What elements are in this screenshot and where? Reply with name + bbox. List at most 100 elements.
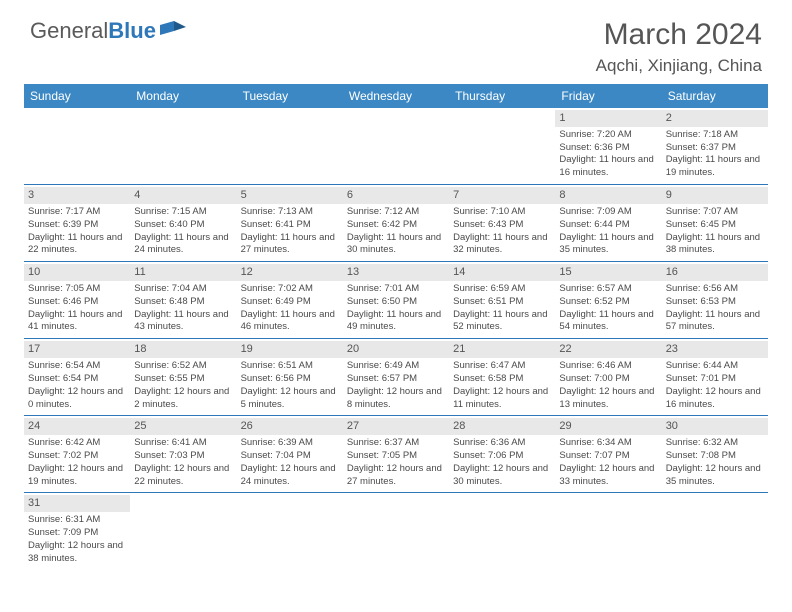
daylight-text: Daylight: 11 hours and 24 minutes. — [134, 232, 232, 258]
day-number: 28 — [449, 418, 555, 435]
daylight-text: Daylight: 12 hours and 24 minutes. — [241, 463, 339, 489]
daylight-text: Daylight: 12 hours and 13 minutes. — [559, 386, 657, 412]
daylight-text: Daylight: 12 hours and 38 minutes. — [28, 540, 126, 566]
daylight-text: Daylight: 11 hours and 41 minutes. — [28, 309, 126, 335]
calendar-cell — [343, 108, 449, 184]
calendar-cell — [449, 108, 555, 184]
sunset-text: Sunset: 6:55 PM — [134, 373, 232, 386]
sunrise-text: Sunrise: 7:07 AM — [666, 206, 764, 219]
daylight-text: Daylight: 12 hours and 5 minutes. — [241, 386, 339, 412]
calendar-cell: 15Sunrise: 6:57 AMSunset: 6:52 PMDayligh… — [555, 262, 661, 338]
sunset-text: Sunset: 7:03 PM — [134, 450, 232, 463]
calendar-cell: 6Sunrise: 7:12 AMSunset: 6:42 PMDaylight… — [343, 185, 449, 261]
daylight-text: Daylight: 12 hours and 16 minutes. — [666, 386, 764, 412]
sunset-text: Sunset: 6:49 PM — [241, 296, 339, 309]
daylight-text: Daylight: 12 hours and 27 minutes. — [347, 463, 445, 489]
calendar-week: 17Sunrise: 6:54 AMSunset: 6:54 PMDayligh… — [24, 339, 768, 416]
logo: GeneralBlue — [30, 18, 186, 44]
calendar-cell: 18Sunrise: 6:52 AMSunset: 6:55 PMDayligh… — [130, 339, 236, 415]
sunset-text: Sunset: 7:08 PM — [666, 450, 764, 463]
calendar-cell: 3Sunrise: 7:17 AMSunset: 6:39 PMDaylight… — [24, 185, 130, 261]
calendar-cell: 28Sunrise: 6:36 AMSunset: 7:06 PMDayligh… — [449, 416, 555, 492]
day-number: 10 — [24, 264, 130, 281]
day-number: 18 — [130, 341, 236, 358]
calendar-cell: 27Sunrise: 6:37 AMSunset: 7:05 PMDayligh… — [343, 416, 449, 492]
daylight-text: Daylight: 11 hours and 30 minutes. — [347, 232, 445, 258]
day-number: 22 — [555, 341, 661, 358]
sunrise-text: Sunrise: 6:31 AM — [28, 514, 126, 527]
daylight-text: Daylight: 12 hours and 11 minutes. — [453, 386, 551, 412]
sunrise-text: Sunrise: 7:18 AM — [666, 129, 764, 142]
weekday-header: Friday — [555, 84, 661, 108]
sunrise-text: Sunrise: 6:42 AM — [28, 437, 126, 450]
calendar-cell — [237, 493, 343, 569]
logo-text-2: Blue — [108, 18, 156, 44]
calendar-cell: 21Sunrise: 6:47 AMSunset: 6:58 PMDayligh… — [449, 339, 555, 415]
day-number: 17 — [24, 341, 130, 358]
calendar-cell: 20Sunrise: 6:49 AMSunset: 6:57 PMDayligh… — [343, 339, 449, 415]
sunrise-text: Sunrise: 6:44 AM — [666, 360, 764, 373]
daylight-text: Daylight: 11 hours and 35 minutes. — [559, 232, 657, 258]
day-number: 7 — [449, 187, 555, 204]
sunset-text: Sunset: 6:54 PM — [28, 373, 126, 386]
sunrise-text: Sunrise: 6:57 AM — [559, 283, 657, 296]
sunrise-text: Sunrise: 6:41 AM — [134, 437, 232, 450]
calendar-cell — [449, 493, 555, 569]
calendar-cell: 12Sunrise: 7:02 AMSunset: 6:49 PMDayligh… — [237, 262, 343, 338]
sunrise-text: Sunrise: 6:36 AM — [453, 437, 551, 450]
day-number: 1 — [555, 110, 661, 127]
calendar-cell — [343, 493, 449, 569]
daylight-text: Daylight: 12 hours and 35 minutes. — [666, 463, 764, 489]
day-number: 31 — [24, 495, 130, 512]
calendar-week: 10Sunrise: 7:05 AMSunset: 6:46 PMDayligh… — [24, 262, 768, 339]
weekday-header: Sunday — [24, 84, 130, 108]
daylight-text: Daylight: 11 hours and 19 minutes. — [666, 154, 764, 180]
sunrise-text: Sunrise: 6:46 AM — [559, 360, 657, 373]
calendar-cell — [237, 108, 343, 184]
sunrise-text: Sunrise: 6:59 AM — [453, 283, 551, 296]
daylight-text: Daylight: 11 hours and 16 minutes. — [559, 154, 657, 180]
sunset-text: Sunset: 6:36 PM — [559, 142, 657, 155]
sunrise-text: Sunrise: 7:02 AM — [241, 283, 339, 296]
daylight-text: Daylight: 11 hours and 52 minutes. — [453, 309, 551, 335]
daylight-text: Daylight: 12 hours and 0 minutes. — [28, 386, 126, 412]
sunrise-text: Sunrise: 6:51 AM — [241, 360, 339, 373]
day-number: 3 — [24, 187, 130, 204]
sunrise-text: Sunrise: 7:17 AM — [28, 206, 126, 219]
calendar-cell: 8Sunrise: 7:09 AMSunset: 6:44 PMDaylight… — [555, 185, 661, 261]
day-number: 19 — [237, 341, 343, 358]
daylight-text: Daylight: 12 hours and 33 minutes. — [559, 463, 657, 489]
daylight-text: Daylight: 11 hours and 27 minutes. — [241, 232, 339, 258]
calendar-cell: 25Sunrise: 6:41 AMSunset: 7:03 PMDayligh… — [130, 416, 236, 492]
day-number: 26 — [237, 418, 343, 435]
title-block: March 2024 Aqchi, Xinjiang, China — [596, 18, 762, 76]
sunrise-text: Sunrise: 7:01 AM — [347, 283, 445, 296]
empty-cell — [449, 110, 555, 125]
weekday-header: Thursday — [449, 84, 555, 108]
calendar-week: 3Sunrise: 7:17 AMSunset: 6:39 PMDaylight… — [24, 185, 768, 262]
sunset-text: Sunset: 6:48 PM — [134, 296, 232, 309]
weekday-header: Wednesday — [343, 84, 449, 108]
day-number: 8 — [555, 187, 661, 204]
daylight-text: Daylight: 12 hours and 8 minutes. — [347, 386, 445, 412]
sunset-text: Sunset: 7:01 PM — [666, 373, 764, 386]
sunset-text: Sunset: 6:43 PM — [453, 219, 551, 232]
daylight-text: Daylight: 11 hours and 54 minutes. — [559, 309, 657, 335]
calendar-cell: 31Sunrise: 6:31 AMSunset: 7:09 PMDayligh… — [24, 493, 130, 569]
calendar-cell: 10Sunrise: 7:05 AMSunset: 6:46 PMDayligh… — [24, 262, 130, 338]
daylight-text: Daylight: 11 hours and 43 minutes. — [134, 309, 232, 335]
calendar-cell: 14Sunrise: 6:59 AMSunset: 6:51 PMDayligh… — [449, 262, 555, 338]
day-number: 15 — [555, 264, 661, 281]
day-number: 14 — [449, 264, 555, 281]
sunset-text: Sunset: 6:53 PM — [666, 296, 764, 309]
calendar-cell: 30Sunrise: 6:32 AMSunset: 7:08 PMDayligh… — [662, 416, 768, 492]
day-number: 11 — [130, 264, 236, 281]
daylight-text: Daylight: 12 hours and 30 minutes. — [453, 463, 551, 489]
sunrise-text: Sunrise: 6:54 AM — [28, 360, 126, 373]
day-number: 6 — [343, 187, 449, 204]
daylight-text: Daylight: 12 hours and 19 minutes. — [28, 463, 126, 489]
empty-cell — [130, 110, 236, 125]
sunrise-text: Sunrise: 7:13 AM — [241, 206, 339, 219]
sunset-text: Sunset: 7:04 PM — [241, 450, 339, 463]
calendar-cell: 26Sunrise: 6:39 AMSunset: 7:04 PMDayligh… — [237, 416, 343, 492]
